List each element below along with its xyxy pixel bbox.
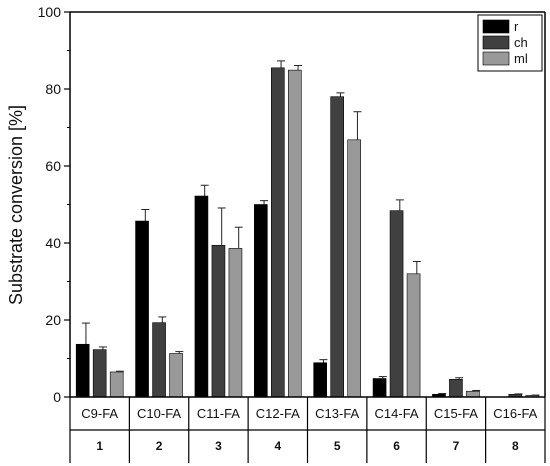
bar-ch-C13-FA xyxy=(330,96,344,398)
legend-label-ch: ch xyxy=(514,35,528,50)
bar-ch-C12-FA xyxy=(271,67,285,398)
bar-r-C14-FA xyxy=(372,378,387,398)
category-label: C14-FA xyxy=(375,406,419,421)
y-ticks-group: 0 20 40 60 80 100 xyxy=(38,4,70,405)
bar-ch-C14-FA xyxy=(389,210,404,398)
category-number: 8 xyxy=(512,439,519,453)
bar-ch-C11-FA xyxy=(211,245,226,398)
category-number: 7 xyxy=(453,439,460,453)
bar-ml-C15-FA xyxy=(466,390,480,398)
category-label: C11-FA xyxy=(197,406,240,421)
bar-ml-C13-FA xyxy=(347,139,361,398)
category-number: 2 xyxy=(156,439,163,453)
category-label: C12-FA xyxy=(256,406,300,421)
y-axis-label: Substrate conversion [%] xyxy=(6,105,26,305)
category-label: C15-FA xyxy=(434,406,478,421)
bar-ch-C9-FA xyxy=(92,349,107,398)
bar-r-C10-FA xyxy=(135,220,149,398)
category-number: 6 xyxy=(393,439,400,453)
y-tick-label: 0 xyxy=(53,389,61,405)
y-tick-label: 80 xyxy=(45,81,61,97)
bar-r-C13-FA xyxy=(313,362,327,398)
category-label: C9-FA xyxy=(81,406,118,421)
y-tick-label: 60 xyxy=(45,158,61,174)
bar-r-C11-FA xyxy=(194,195,209,398)
bar-ml-C14-FA xyxy=(406,273,421,398)
category-number: 1 xyxy=(96,439,103,453)
legend-swatch-r xyxy=(482,19,510,34)
legend-label-ml: ml xyxy=(514,51,528,66)
bar-ml-C12-FA xyxy=(288,69,302,398)
bar-ch-C15-FA xyxy=(449,378,463,398)
category-label: C16-FA xyxy=(493,406,537,421)
bar-ch-C10-FA xyxy=(152,322,166,398)
bar-ml-C10-FA xyxy=(169,353,183,398)
bars-group xyxy=(75,67,540,398)
bar-r-C9-FA xyxy=(75,343,90,398)
y-tick-label: 100 xyxy=(38,4,62,20)
category-number: 3 xyxy=(215,439,222,453)
bar-ml-C11-FA xyxy=(228,248,243,398)
category-table: C9-FA 1 C10-FA 2 C11-FA 3 C12-FA 4 C13-FA 5 C14-FA… xyxy=(69,397,546,463)
category-label: C13-FA xyxy=(315,406,359,421)
legend-label-r: r xyxy=(514,19,519,34)
y-tick-label: 20 xyxy=(45,312,61,328)
error-bars-group xyxy=(81,60,540,396)
bar-ml-C9-FA xyxy=(109,371,124,398)
bar-r-C12-FA xyxy=(254,204,268,398)
category-label: C10-FA xyxy=(137,406,181,421)
y-tick-label: 40 xyxy=(45,235,61,251)
legend-swatch-ml xyxy=(482,51,510,66)
legend-swatch-ch xyxy=(482,35,510,50)
category-number: 5 xyxy=(334,439,341,453)
category-number: 4 xyxy=(274,439,281,453)
